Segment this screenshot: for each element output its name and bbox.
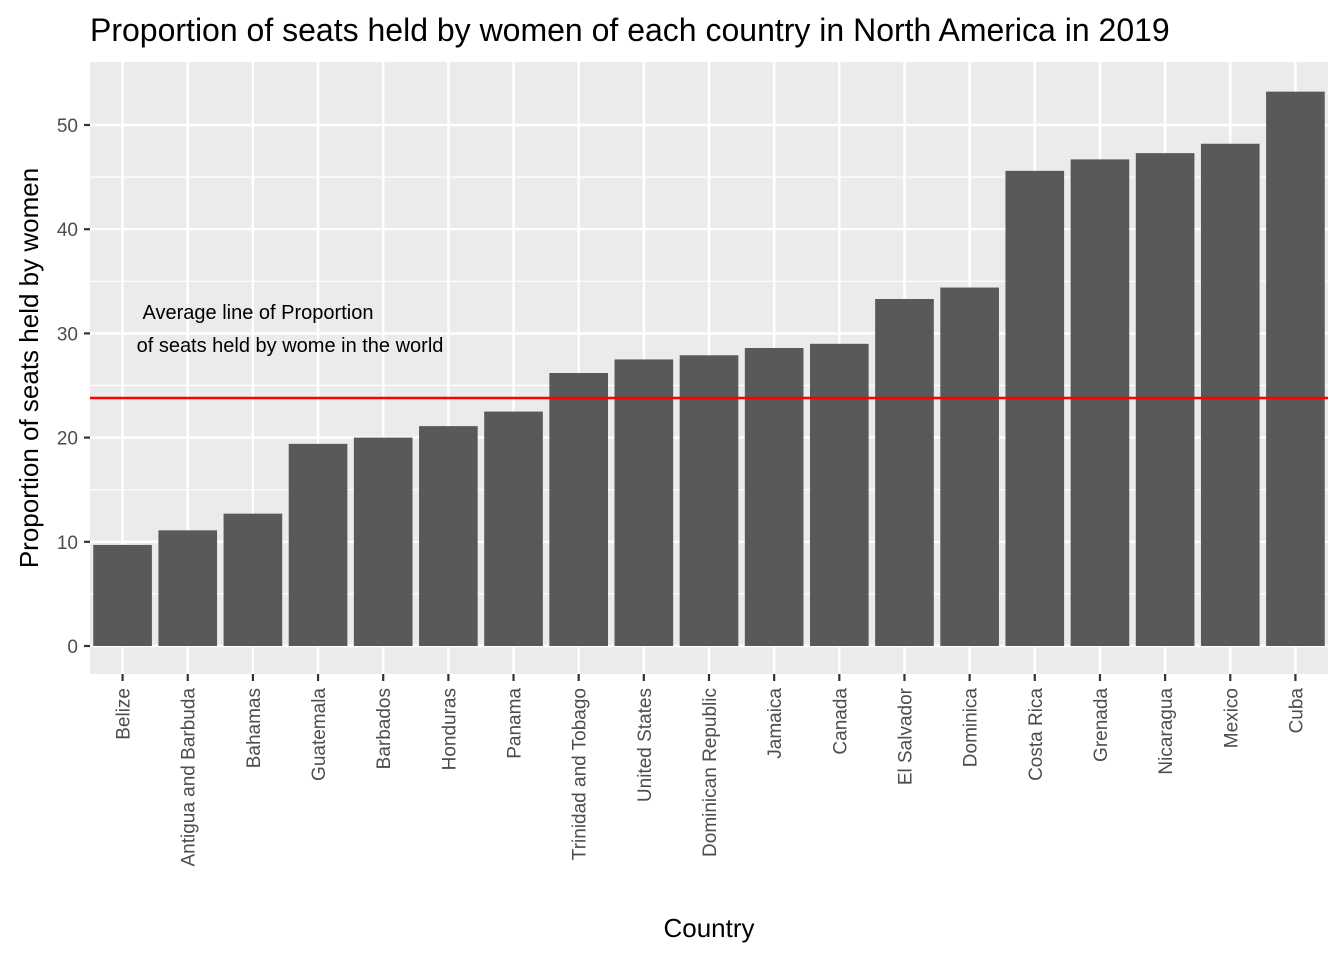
x-tick-label: Cuba: [1286, 688, 1307, 734]
x-tick-label: Honduras: [439, 688, 460, 770]
bar: [1070, 159, 1130, 647]
x-tick-label: United States: [635, 688, 656, 802]
y-tick-label: 10: [57, 533, 78, 554]
x-tick-label: El Salvador: [895, 687, 916, 785]
bar: [1135, 153, 1195, 646]
bar: [679, 355, 739, 646]
x-tick-label: Costa Rica: [1026, 688, 1047, 781]
bar: [549, 372, 609, 646]
x-tick-label: Dominica: [961, 688, 982, 768]
bar: [809, 343, 869, 646]
x-axis-title: Country: [663, 913, 754, 943]
x-axis: Belize Antigua and Barbuda Bahamas Guatemal…: [114, 674, 1307, 867]
x-tick-label: Jamaica: [765, 688, 786, 759]
y-tick-label: 20: [57, 429, 78, 450]
annotation-line-2: of seats held by wome in the world: [137, 335, 444, 357]
bar: [93, 544, 152, 646]
reference-annotation: Average line of Proportion of seats held…: [137, 302, 444, 357]
x-tick-label: Grenada: [1091, 688, 1112, 762]
bar: [875, 299, 934, 646]
x-tick-label: Nicaragua: [1156, 688, 1177, 775]
annotation-line-1: Average line of Proportion: [143, 302, 374, 324]
bar: [614, 359, 674, 646]
bar: [158, 530, 218, 646]
x-tick-label: Panama: [505, 688, 526, 759]
bar: [353, 437, 413, 646]
bars: [93, 91, 1325, 647]
bar: [223, 513, 283, 646]
x-tick-label: Dominican Republic: [700, 688, 721, 857]
x-tick-label: Barbados: [374, 688, 395, 769]
y-axis-title: Proportion of seats held by women: [14, 168, 44, 568]
y-tick-label: 40: [57, 220, 78, 241]
bar: [288, 443, 348, 646]
bar: [1200, 143, 1260, 647]
y-axis: 0 10 20 30 40 50: [57, 116, 90, 658]
bar: [484, 411, 543, 646]
bar: [940, 287, 999, 646]
y-tick-label: 50: [57, 116, 78, 137]
x-tick-label: Belize: [114, 688, 135, 740]
x-tick-label: Mexico: [1221, 688, 1242, 748]
bar: [419, 426, 478, 646]
y-tick-label: 30: [57, 324, 78, 345]
y-tick-label: 0: [67, 637, 78, 658]
x-tick-label: Canada: [830, 688, 851, 755]
bar: [744, 347, 804, 646]
x-tick-label: Guatemala: [309, 688, 330, 781]
bar: [1266, 91, 1325, 646]
x-tick-label: Trinidad and Tobago: [570, 688, 591, 860]
x-tick-label: Antigua and Barbuda: [179, 688, 200, 867]
x-tick-label: Bahamas: [244, 688, 265, 768]
chart-title: Proportion of seats held by women of eac…: [90, 12, 1170, 48]
bar: [1005, 170, 1065, 646]
